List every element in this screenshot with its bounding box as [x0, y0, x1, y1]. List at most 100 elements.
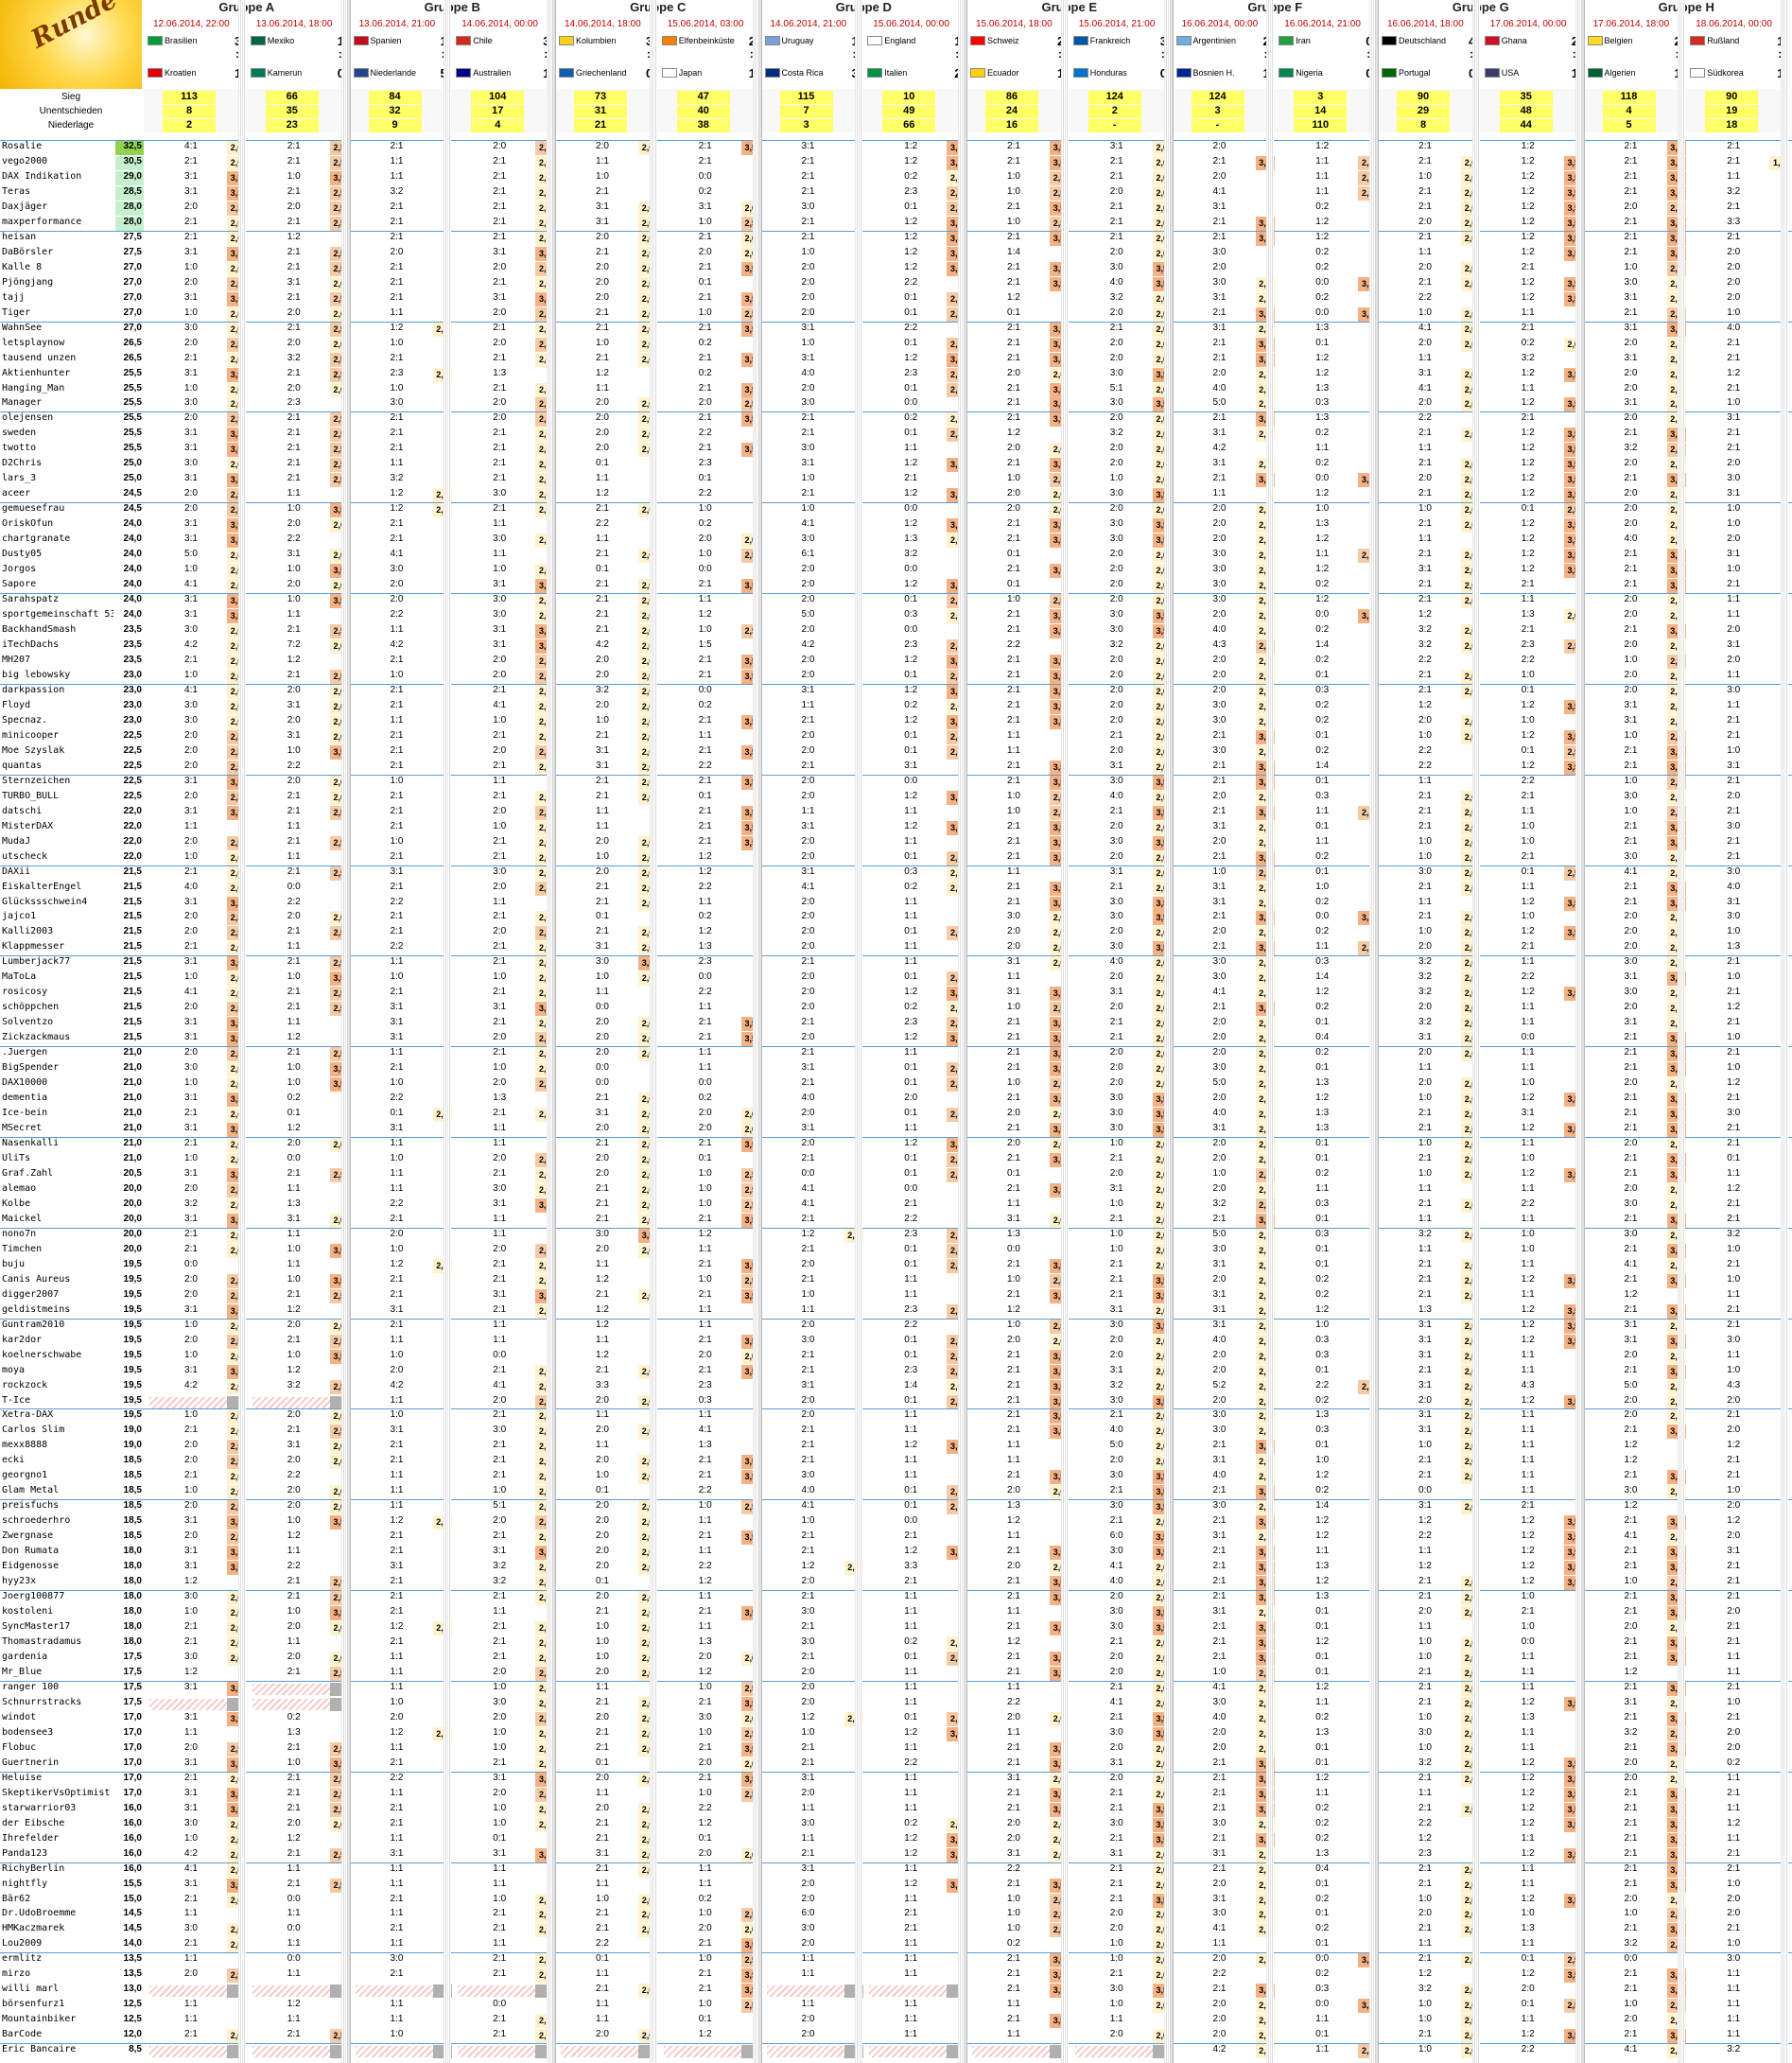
tip-value: 2:1	[904, 1576, 918, 1587]
tip-value: 0:1	[390, 1108, 404, 1119]
stat-value: 24	[1005, 105, 1018, 116]
tip-value: 1:0	[698, 1908, 712, 1919]
tip-value: 3:0	[1212, 1696, 1227, 1707]
tip-value: 1:3	[1315, 322, 1330, 333]
tip-value: 2:1	[698, 382, 712, 393]
tip-value: 2:2	[698, 488, 712, 499]
tip-value: 1:0	[390, 669, 404, 680]
tip-value: 1:0	[596, 850, 609, 862]
stat-highlight	[1397, 91, 1450, 104]
row-divider	[0, 683, 1792, 685]
tip-value: 1:2	[801, 1711, 815, 1722]
player-row: olejensen 25,5 2:0 2,5 2:1 2,5 2:1 2:0 2,5 2:0 2,0…	[0, 412, 1792, 428]
tip-value: 2:1	[1418, 1666, 1432, 1677]
tip-value: 1:0	[1418, 2014, 1432, 2025]
tip-value: 2:1	[184, 1636, 198, 1648]
tip-value: 7:2	[287, 639, 301, 650]
tip-value: 2:1	[493, 1652, 507, 1662]
tip-value: 3:1	[1624, 397, 1638, 409]
away-goals: 1	[1777, 66, 1783, 80]
tip-value: 2:1	[493, 1757, 507, 1768]
player-score: 21,0	[115, 1093, 144, 1108]
tip-value: 2:0	[1109, 246, 1123, 257]
tip-value: 3:0	[1109, 1093, 1123, 1104]
tip-value: 2:1	[493, 1968, 507, 1980]
away-flag-icon	[250, 68, 266, 78]
tip-value: 1:2	[1007, 291, 1020, 303]
stat-value: 110	[1312, 119, 1330, 131]
tip-value: 2:0	[184, 503, 198, 515]
tip-value: 1:1	[596, 382, 609, 393]
player-row: der Eibsche 16,0 3:0 2,0 2:0 2,0 2:1 1:0 2,0 2:1 2…	[0, 1817, 1792, 1833]
tip-value: 2:0	[493, 397, 507, 409]
tip-value: 3:0	[1109, 775, 1123, 786]
tip-value: 0:1	[1315, 820, 1330, 831]
tip-value: 0:0	[493, 1349, 507, 1360]
tip-value: 3:2	[1212, 1198, 1227, 1209]
tip-value: 2:0	[1418, 1606, 1432, 1617]
match-date: 18.06.2014, 00:00	[1696, 19, 1772, 29]
tip-value: 1:0	[1521, 1908, 1535, 1919]
tip-value: 2:1	[1212, 805, 1227, 816]
tip-value: 0:1	[287, 1108, 301, 1119]
player-row: minicooper 22,5 2:0 2,5 3:1 2,0 2:1 2:1 2,0 2:1 2,…	[0, 729, 1792, 745]
tip-value: 0:1	[904, 926, 918, 937]
score-colon: :	[1366, 47, 1370, 61]
tip-value: 3:2	[1418, 987, 1432, 998]
tip-value: 1:1	[596, 805, 609, 816]
tip-value: 2:2	[1418, 1530, 1432, 1542]
tip-value: 3:0	[1212, 579, 1227, 590]
tip-value: 2:1	[493, 503, 507, 515]
player-name: darkpassion	[2, 684, 65, 695]
tip-value: 1:1	[1007, 1455, 1020, 1466]
tip-value: 1:1	[1521, 956, 1535, 968]
tip-value: 1:1	[1521, 594, 1535, 605]
tip-value: 1:0	[1418, 1636, 1432, 1648]
tip-value: 3:1	[184, 805, 198, 816]
tip-value: 2:1	[390, 533, 404, 545]
tip-value: 1:1	[390, 1138, 404, 1149]
tip-value: 1:1	[1315, 2014, 1330, 2025]
tip-value: 2:1	[1521, 261, 1535, 272]
player-name: Ihrefelder	[2, 1832, 60, 1844]
stat-value: 4	[495, 119, 501, 131]
score-colon: :	[442, 47, 445, 61]
tip-value: 1:1	[1521, 382, 1535, 393]
tip-value: 2:1	[1212, 1002, 1227, 1013]
tip-value: 2:1	[493, 458, 507, 469]
tip-value: 2:1	[1418, 594, 1432, 605]
tip-value: 2:1	[698, 1213, 712, 1224]
home-team: Elfenbeinküste	[661, 36, 735, 45]
tip-value: 2:0	[1212, 518, 1227, 530]
tip-value: 2:0	[1007, 1108, 1020, 1119]
round-logo: Runde 1	[0, 0, 146, 89]
tip-value: 2:2	[287, 760, 301, 771]
tip-value: 3:1	[493, 624, 507, 636]
tip-value: 2:1	[1624, 1606, 1638, 1617]
player-name: DAXii	[2, 865, 31, 877]
tip-value: 3:1	[184, 1303, 198, 1315]
tip-value: 2:1	[1624, 1787, 1638, 1798]
tip-value: 2:1	[1109, 1485, 1123, 1496]
tip-value: 2:0	[1109, 1666, 1123, 1677]
tip-value: 1:1	[596, 2014, 609, 2025]
tip-value: 2:1	[1007, 1182, 1020, 1194]
player-name: iTechDachs	[2, 639, 60, 650]
tip-value: 3:1	[1624, 352, 1638, 363]
tip-value: 3:0	[1109, 1606, 1123, 1617]
tip-value: 1:1	[493, 1334, 507, 1345]
home-goals: 3	[235, 34, 241, 48]
tip-value: 1:0	[493, 1681, 507, 1692]
stat-highlight	[1087, 105, 1141, 118]
tip-value: 3:1	[390, 1123, 404, 1134]
tip-value: 1:2	[698, 2029, 712, 2040]
tip-value: 3:1	[1212, 1123, 1227, 1134]
player-row: Hanging_Man 25,5 1:0 2,0 2:0 2,0 1:0 2:1 2,0 1:1 2…	[0, 382, 1792, 398]
tip-value: 2:1	[1624, 1152, 1638, 1163]
tip-value: 1:2	[1521, 185, 1535, 197]
tip-value: 4:2	[1212, 2044, 1227, 2055]
tip-value: 2:1	[1007, 1017, 1020, 1028]
tip-value: 0:1	[698, 276, 712, 288]
tip-value: 2:1	[1212, 1652, 1227, 1662]
tip-value: 3:2	[1727, 2044, 1741, 2055]
